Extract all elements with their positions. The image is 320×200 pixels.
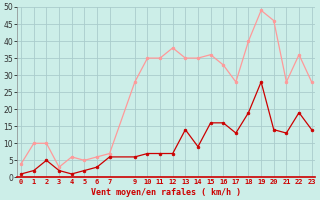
X-axis label: Vent moyen/en rafales ( km/h ): Vent moyen/en rafales ( km/h ) xyxy=(92,188,241,197)
